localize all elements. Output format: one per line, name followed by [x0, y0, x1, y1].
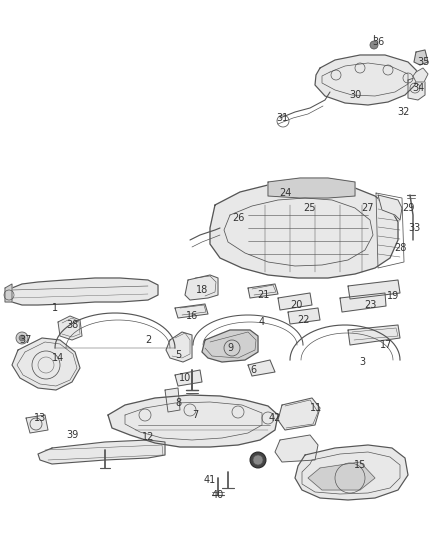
Text: 7: 7: [192, 410, 198, 420]
Text: 10: 10: [179, 373, 191, 383]
Text: 31: 31: [276, 113, 288, 123]
Text: 23: 23: [364, 300, 376, 310]
Polygon shape: [268, 178, 355, 198]
Text: 36: 36: [372, 37, 384, 47]
Text: 30: 30: [349, 90, 361, 100]
Text: 17: 17: [380, 340, 392, 350]
Text: 38: 38: [66, 320, 78, 330]
Polygon shape: [175, 370, 202, 386]
Polygon shape: [5, 278, 158, 305]
Polygon shape: [308, 462, 375, 490]
Text: 4: 4: [259, 317, 265, 327]
Text: 1: 1: [52, 303, 58, 313]
Polygon shape: [58, 316, 82, 340]
Text: 24: 24: [279, 188, 291, 198]
Text: 2: 2: [145, 335, 151, 345]
Text: 41: 41: [204, 475, 216, 485]
Polygon shape: [26, 415, 48, 433]
Polygon shape: [166, 332, 192, 362]
Text: 22: 22: [297, 315, 309, 325]
Polygon shape: [275, 435, 318, 462]
Polygon shape: [288, 308, 320, 324]
Text: 13: 13: [34, 413, 46, 423]
Circle shape: [250, 452, 266, 468]
Polygon shape: [108, 395, 278, 447]
Polygon shape: [278, 293, 312, 310]
Text: 18: 18: [196, 285, 208, 295]
Text: 26: 26: [232, 213, 244, 223]
Text: 32: 32: [398, 107, 410, 117]
Text: 27: 27: [362, 203, 374, 213]
Polygon shape: [278, 398, 320, 430]
Polygon shape: [340, 293, 386, 312]
Polygon shape: [38, 440, 165, 464]
Text: 20: 20: [290, 300, 302, 310]
Circle shape: [19, 335, 25, 341]
Polygon shape: [165, 388, 180, 412]
Polygon shape: [202, 330, 258, 362]
Text: 12: 12: [142, 432, 154, 442]
Text: 33: 33: [408, 223, 420, 233]
Text: 28: 28: [394, 243, 406, 253]
Text: 19: 19: [387, 291, 399, 301]
Polygon shape: [5, 284, 12, 302]
Text: 3: 3: [359, 357, 365, 367]
Polygon shape: [185, 275, 218, 300]
Polygon shape: [210, 182, 398, 278]
Text: 25: 25: [304, 203, 316, 213]
Polygon shape: [248, 360, 275, 376]
Circle shape: [16, 332, 28, 344]
Polygon shape: [414, 50, 428, 65]
Polygon shape: [348, 325, 400, 345]
Polygon shape: [12, 338, 80, 390]
Text: 39: 39: [66, 430, 78, 440]
Polygon shape: [295, 445, 408, 500]
Text: 42: 42: [269, 413, 281, 423]
Text: 35: 35: [418, 57, 430, 67]
Text: 21: 21: [257, 290, 269, 300]
Polygon shape: [408, 76, 425, 100]
Text: 16: 16: [186, 311, 198, 321]
Circle shape: [370, 41, 378, 49]
Polygon shape: [175, 304, 208, 318]
Text: 5: 5: [175, 350, 181, 360]
Polygon shape: [315, 55, 418, 105]
Text: 15: 15: [354, 460, 366, 470]
Text: 37: 37: [20, 335, 32, 345]
Polygon shape: [413, 68, 428, 82]
Text: 34: 34: [412, 83, 424, 93]
Text: 29: 29: [402, 203, 414, 213]
Text: 8: 8: [175, 398, 181, 408]
Text: 11: 11: [310, 403, 322, 413]
Polygon shape: [348, 280, 400, 299]
Polygon shape: [378, 195, 402, 220]
Text: 14: 14: [52, 353, 64, 363]
Circle shape: [253, 455, 263, 465]
Polygon shape: [248, 284, 278, 298]
Text: 9: 9: [227, 343, 233, 353]
Text: 40: 40: [212, 490, 224, 500]
Text: 6: 6: [250, 365, 256, 375]
